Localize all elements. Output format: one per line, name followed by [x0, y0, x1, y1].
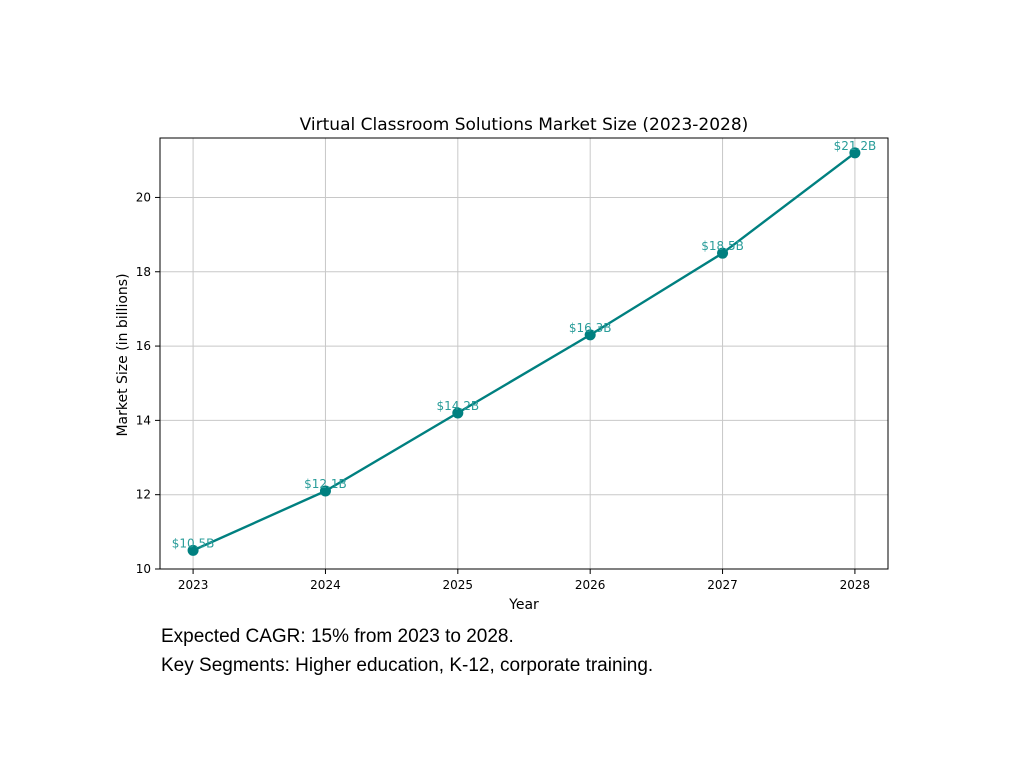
y-tick-label: 14	[136, 413, 151, 427]
x-tick-label: 2026	[575, 578, 606, 592]
grid-lines	[160, 138, 888, 570]
data-label: $12.1B	[304, 477, 347, 491]
x-tick-label: 2027	[707, 578, 738, 592]
y-axis-label: Market Size (in billions)	[115, 273, 131, 436]
data-label: $16.3B	[569, 321, 612, 335]
y-tick-label: 20	[136, 190, 151, 204]
chart-title: Virtual Classroom Solutions Market Size …	[300, 115, 749, 135]
cagr-note: Expected CAGR: 15% from 2023 to 2028.	[161, 626, 514, 647]
data-label: $10.5B	[172, 536, 215, 550]
data-point	[849, 147, 861, 159]
y-tick-label: 10	[136, 562, 151, 576]
data-point	[584, 329, 596, 341]
y-tick-label: 12	[136, 488, 151, 502]
data-point	[319, 485, 331, 497]
series-market-size	[187, 147, 861, 556]
x-tick-label: 2025	[443, 578, 474, 592]
y-tick-label: 18	[136, 265, 151, 279]
data-point	[717, 247, 729, 259]
x-tick-label: 2023	[178, 578, 209, 592]
y-tick-label: 16	[136, 339, 151, 353]
data-label: $21.2B	[834, 139, 877, 153]
series-line	[192, 151, 856, 552]
data-labels: $10.5B $12.1B $14.2B $16.3B $18.5B $21.2B	[172, 139, 876, 551]
line-chart: 2023 2024 2025 2026 2027 2028 10 12 14 16 18 20 $10…	[115, 115, 889, 613]
plot-frame	[159, 137, 889, 570]
axes: 2023 2024 2025 2026 2027 2028 10 12 14 16 18 20	[136, 137, 889, 592]
data-label: $14.2B	[437, 399, 480, 413]
x-axis-label: Year	[508, 597, 539, 613]
x-tick-label: 2024	[310, 578, 341, 592]
data-label: $18.5B	[701, 239, 744, 253]
data-point	[187, 544, 199, 556]
data-point	[452, 407, 464, 419]
x-tick-label: 2028	[840, 578, 871, 592]
key-segments-note: Key Segments: Higher education, K-12, co…	[161, 655, 654, 676]
